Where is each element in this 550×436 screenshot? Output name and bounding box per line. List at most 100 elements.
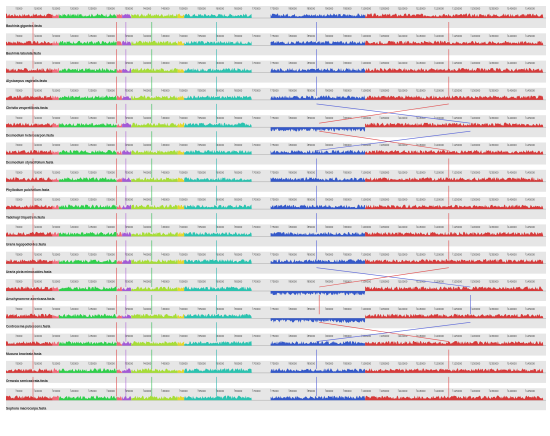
ruler-tick-label: 70000 xyxy=(253,143,261,147)
track-background xyxy=(6,115,546,138)
ruler-tick-label: 55000 xyxy=(199,116,207,120)
ruler-tick-label: 60000 xyxy=(217,280,225,284)
ruler-tick-label: 50000 xyxy=(180,362,188,366)
track: 5000 10000 15000 20000 25000 30000 35000 40000 4… xyxy=(6,333,546,356)
ruler-tick-label: 130000 xyxy=(472,143,481,147)
ruler-tick-label: 105000 xyxy=(381,389,390,393)
ruler-tick-label: 50000 xyxy=(180,389,188,393)
lcb-block xyxy=(131,368,178,373)
lcb-block xyxy=(116,95,123,100)
ruler-tick-label: 110000 xyxy=(399,143,408,147)
ruler-tick-label: 140000 xyxy=(508,334,517,338)
ruler-tick-label: 15000 xyxy=(53,362,61,366)
ruler-tick-label: 10000 xyxy=(35,116,43,120)
ruler-tick-label: 70000 xyxy=(253,362,261,366)
ruler-tick-label: 20000 xyxy=(71,116,79,120)
lcb-connector xyxy=(316,130,471,151)
ruler-tick-label: 70000 xyxy=(253,389,261,393)
ruler-tick-label: 70000 xyxy=(253,61,261,65)
ruler-tick-label: 125000 xyxy=(453,334,462,338)
ruler-tick-label: 145000 xyxy=(526,252,535,256)
ruler-tick-label: 120000 xyxy=(435,389,444,393)
ruler-tick-label: 65000 xyxy=(235,334,243,338)
lcb-block xyxy=(58,204,117,210)
ruler-tick-label: 140000 xyxy=(508,198,517,202)
lcb-block xyxy=(131,122,178,128)
ruler-tick-label: 35000 xyxy=(126,225,134,229)
track: 5000 10000 15000 20000 25000 30000 35000 40000 4… xyxy=(6,142,546,165)
ruler-tick-label: 70000 xyxy=(253,334,261,338)
track: 5000 10000 15000 20000 25000 30000 35000 40000 4… xyxy=(6,169,546,192)
lcb-block xyxy=(270,177,366,182)
ruler-tick-label: 85000 xyxy=(308,362,316,366)
track-background xyxy=(6,279,546,301)
ruler-tick-label: 40000 xyxy=(144,362,152,366)
ruler-tick-label: 80000 xyxy=(290,170,298,174)
ruler-tick-label: 115000 xyxy=(417,280,426,284)
track-label: Desmodium styracifolium.fasta xyxy=(6,161,54,165)
ruler-tick-label: 25000 xyxy=(89,170,97,174)
ruler-tick-label: 95000 xyxy=(344,61,352,65)
ruler-tick-label: 105000 xyxy=(381,307,390,311)
lcb-block xyxy=(52,68,59,73)
ruler-tick-label: 70000 xyxy=(253,307,261,311)
ruler-tick-label: 5000 xyxy=(17,362,23,366)
track-label: Bauhinia gigantea.fasta xyxy=(6,24,42,28)
ruler-tick-label: 75000 xyxy=(271,252,279,256)
ruler-tick-label: 50000 xyxy=(180,334,188,338)
ruler-tick-label: 75000 xyxy=(271,198,279,202)
lcb-block xyxy=(184,204,252,210)
lcb-block xyxy=(184,149,252,155)
ruler-tick-label: 15000 xyxy=(53,116,61,120)
lcb-block xyxy=(184,122,252,128)
lcb-block xyxy=(184,40,252,46)
ruler-tick-label: 45000 xyxy=(162,198,170,202)
ruler-tick-label: 120000 xyxy=(435,307,444,311)
ruler-tick-label: 30000 xyxy=(108,307,116,311)
ruler-tick-label: 45000 xyxy=(162,334,170,338)
ruler-tick-label: 140000 xyxy=(508,143,517,147)
ruler-tick-label: 95000 xyxy=(344,170,352,174)
ruler-tick-label: 140000 xyxy=(508,89,517,93)
track-label: Alysicarpus vaginalis.fasta xyxy=(6,79,47,83)
ruler-tick-label: 10000 xyxy=(35,362,43,366)
ruler-tick-label: 115000 xyxy=(417,198,426,202)
ruler-tick-label: 110000 xyxy=(399,116,408,120)
lcb-block xyxy=(365,368,544,373)
ruler-tick-label: 140000 xyxy=(508,170,517,174)
lcb-block xyxy=(6,313,53,319)
track: 5000 10000 15000 20000 25000 30000 35000 40000 4… xyxy=(6,360,546,383)
ruler-tick-label: 75000 xyxy=(271,7,279,11)
ruler-tick-label: 5000 xyxy=(17,252,23,256)
ruler-tick-label: 20000 xyxy=(71,143,79,147)
ruler-tick-label: 125000 xyxy=(453,389,462,393)
ruler-tick-label: 35000 xyxy=(126,198,134,202)
lcb-block xyxy=(116,369,123,373)
lcb-block xyxy=(52,40,59,46)
ruler-tick-label: 65000 xyxy=(235,307,243,311)
lcb-block xyxy=(365,204,544,210)
ruler-tick-label: 40000 xyxy=(144,116,152,120)
lcb-block xyxy=(52,395,59,401)
lcb-block xyxy=(131,177,178,182)
ruler-tick-label: 90000 xyxy=(326,116,334,120)
ruler-tick-label: 75000 xyxy=(271,116,279,120)
lcb-block xyxy=(58,395,117,401)
ruler-tick-label: 80000 xyxy=(290,334,298,338)
track-label: Ormosia semicastrata.fasta xyxy=(6,379,48,383)
lcb-block xyxy=(116,260,123,264)
ruler-tick-label: 60000 xyxy=(217,34,225,38)
ruler-tick-label: 10000 xyxy=(35,89,43,93)
ruler-tick-label: 110000 xyxy=(399,34,408,38)
ruler-tick-label: 60000 xyxy=(217,61,225,65)
lcb-block xyxy=(6,368,53,373)
ruler-tick-label: 60000 xyxy=(217,89,225,93)
ruler-tick-label: 125000 xyxy=(453,116,462,120)
lcb-block xyxy=(122,314,132,319)
lcb-block xyxy=(270,204,366,210)
ruler-tick-label: 145000 xyxy=(526,61,535,65)
ruler-tick-label: 100000 xyxy=(362,116,371,120)
ruler-tick-label: 135000 xyxy=(490,225,499,229)
ruler-tick-label: 90000 xyxy=(326,170,334,174)
ruler-tick-label: 20000 xyxy=(71,61,79,65)
